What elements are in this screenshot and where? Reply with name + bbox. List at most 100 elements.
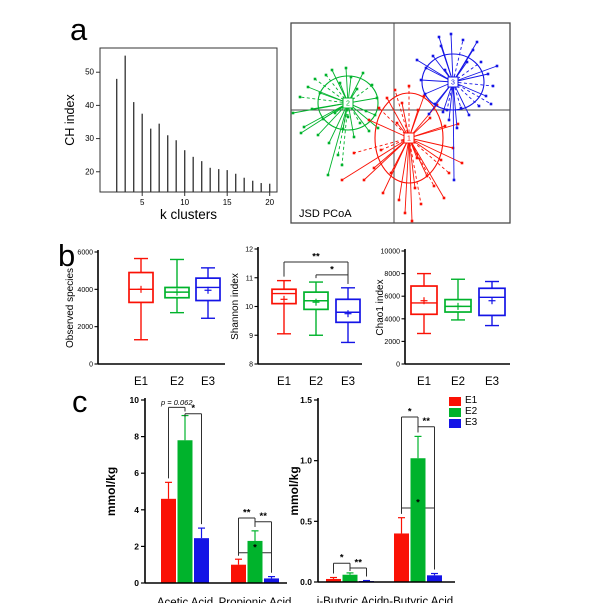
svg-text:10: 10: [180, 198, 189, 207]
legend-label-e3: E3: [465, 417, 478, 428]
cluster-center-label: [342, 97, 354, 109]
legend-item-e3: E3: [449, 418, 477, 428]
legend-label-e1: E1: [465, 395, 478, 406]
panel-c-label: c: [72, 384, 88, 419]
svg-text:1: 1: [407, 136, 411, 143]
svg-text:40: 40: [85, 101, 94, 110]
svg-text:E3: E3: [201, 376, 215, 388]
bar: [264, 578, 279, 583]
bar: [427, 575, 442, 582]
svg-text:2000: 2000: [384, 339, 400, 346]
ch-index-plot-area: 20 30 40 50 5 10 15 20 k clusters CH index: [63, 47, 278, 222]
legend-item-e1: E1: [449, 396, 477, 406]
svg-text:3: 3: [451, 80, 455, 87]
svg-text:1.0: 1.0: [300, 456, 312, 466]
legend-swatch-e2: [449, 407, 461, 417]
svg-text:*: *: [340, 553, 344, 564]
svg-text:Shannon index: Shannon index: [230, 273, 241, 340]
svg-text:**: **: [423, 416, 431, 427]
bar: [194, 538, 209, 583]
panel-a-label: a: [70, 12, 88, 47]
cluster-1: 1: [340, 84, 464, 223]
svg-text:**: **: [260, 511, 268, 522]
svg-text:6000: 6000: [384, 294, 400, 301]
svg-text:11: 11: [246, 275, 253, 282]
svg-text:mmol/kg: mmol/kg: [104, 467, 118, 516]
svg-text:Observed species: Observed species: [65, 268, 76, 348]
legend-label-e2: E2: [465, 406, 478, 417]
svg-text:0: 0: [396, 362, 400, 369]
cluster-2: 2: [291, 66, 380, 177]
svg-text:10: 10: [130, 395, 140, 405]
bar-chart-area: 0 2 4 6 8 10 mmol/kg Acetic Acid Propionic Acid p…: [104, 395, 291, 603]
svg-text:1.5: 1.5: [300, 395, 312, 405]
cluster-3: 3: [415, 32, 499, 182]
bar: [342, 574, 358, 582]
svg-text:E1: E1: [134, 376, 148, 388]
svg-text:E1: E1: [277, 376, 291, 388]
svg-text:10: 10: [245, 304, 253, 311]
svg-text:20: 20: [85, 167, 94, 176]
svg-text:Chao1 index: Chao1 index: [375, 279, 386, 335]
svg-text:8: 8: [249, 362, 253, 369]
svg-text:E2: E2: [170, 376, 184, 388]
svg-text:i-Butyric Acid: i-Butyric Acid: [317, 596, 383, 603]
svg-text:*: *: [408, 406, 412, 417]
bar-chart-area: 0.0 0.5 1.0 1.5 mmol/kg i-Butyric Acid n-Butyr…: [287, 395, 455, 603]
svg-text:4: 4: [134, 505, 139, 515]
svg-text:*: *: [191, 403, 195, 414]
svg-text:4000: 4000: [384, 316, 400, 323]
svg-text:12: 12: [245, 247, 253, 254]
jsd-pcoa-plot: 2 1 3 JSD PCoA: [290, 22, 511, 224]
svg-text:E1: E1: [417, 376, 431, 388]
bar: [410, 458, 426, 582]
svg-text:0: 0: [134, 578, 139, 588]
cluster-center-label: [403, 132, 415, 144]
chao1-index-boxplot: 0 2000 4000 6000 8000 10000 Chao1 index E1 E2 E3: [375, 249, 510, 388]
bar: [247, 540, 263, 583]
svg-text:E2: E2: [451, 376, 465, 388]
major-scfa-bar-chart: 0 2 4 6 8 10 mmol/kg Acetic Acid Propionic Acid p…: [104, 395, 291, 603]
svg-text:**: **: [243, 508, 251, 519]
box: [410, 285, 438, 316]
svg-text:E3: E3: [341, 376, 355, 388]
svg-text:E3: E3: [485, 376, 499, 388]
svg-text:p = 0.062: p = 0.062: [160, 398, 193, 407]
ch-index-chart: 20 30 40 50 5 10 15 20 k clusters CH index: [63, 47, 278, 222]
svg-text:9: 9: [249, 333, 253, 340]
svg-text:mmol/kg: mmol/kg: [287, 466, 301, 515]
svg-text:8: 8: [134, 432, 139, 442]
svg-text:E2: E2: [309, 376, 323, 388]
svg-text:10000: 10000: [381, 249, 401, 256]
svg-text:Acetic Acid: Acetic Acid: [157, 597, 213, 603]
svg-text:**: **: [355, 558, 363, 569]
svg-text:50: 50: [85, 68, 94, 77]
svg-text:Propionic Acid: Propionic Acid: [219, 597, 292, 603]
bar: [177, 440, 193, 583]
svg-text:6: 6: [134, 468, 139, 478]
minor-scfa-bar-chart: 0.0 0.5 1.0 1.5 mmol/kg i-Butyric Acid n-Butyr…: [287, 395, 455, 603]
pcoa-plot-area: 2 1 3 JSD PCoA: [290, 22, 511, 224]
svg-text:2000: 2000: [77, 324, 93, 331]
svg-text:*: *: [330, 264, 334, 275]
series-legend: E1 E2 E3: [449, 396, 477, 428]
svg-text:30: 30: [85, 134, 94, 143]
bar: [326, 578, 341, 582]
svg-text:0: 0: [89, 362, 93, 369]
svg-text:0.0: 0.0: [300, 577, 312, 587]
boxplot-area: 0 2000 4000 6000 8000 10000 Chao1 index E1 E2 E3: [375, 249, 510, 388]
legend-item-e2: E2: [449, 407, 477, 417]
svg-text:CH index: CH index: [63, 94, 77, 146]
panel-b-label: b: [58, 238, 76, 273]
bar: [161, 498, 176, 583]
boxplot-area: 0 2000 4000 6000 Observed species E1 E2 E3: [65, 250, 225, 388]
cluster-center-label: [447, 76, 459, 88]
svg-text:4000: 4000: [77, 287, 93, 294]
legend-swatch-e1: [449, 396, 461, 406]
svg-text:**: **: [312, 251, 320, 262]
svg-text:15: 15: [223, 198, 232, 207]
svg-text:n-Butyric Acid: n-Butyric Acid: [383, 596, 453, 603]
